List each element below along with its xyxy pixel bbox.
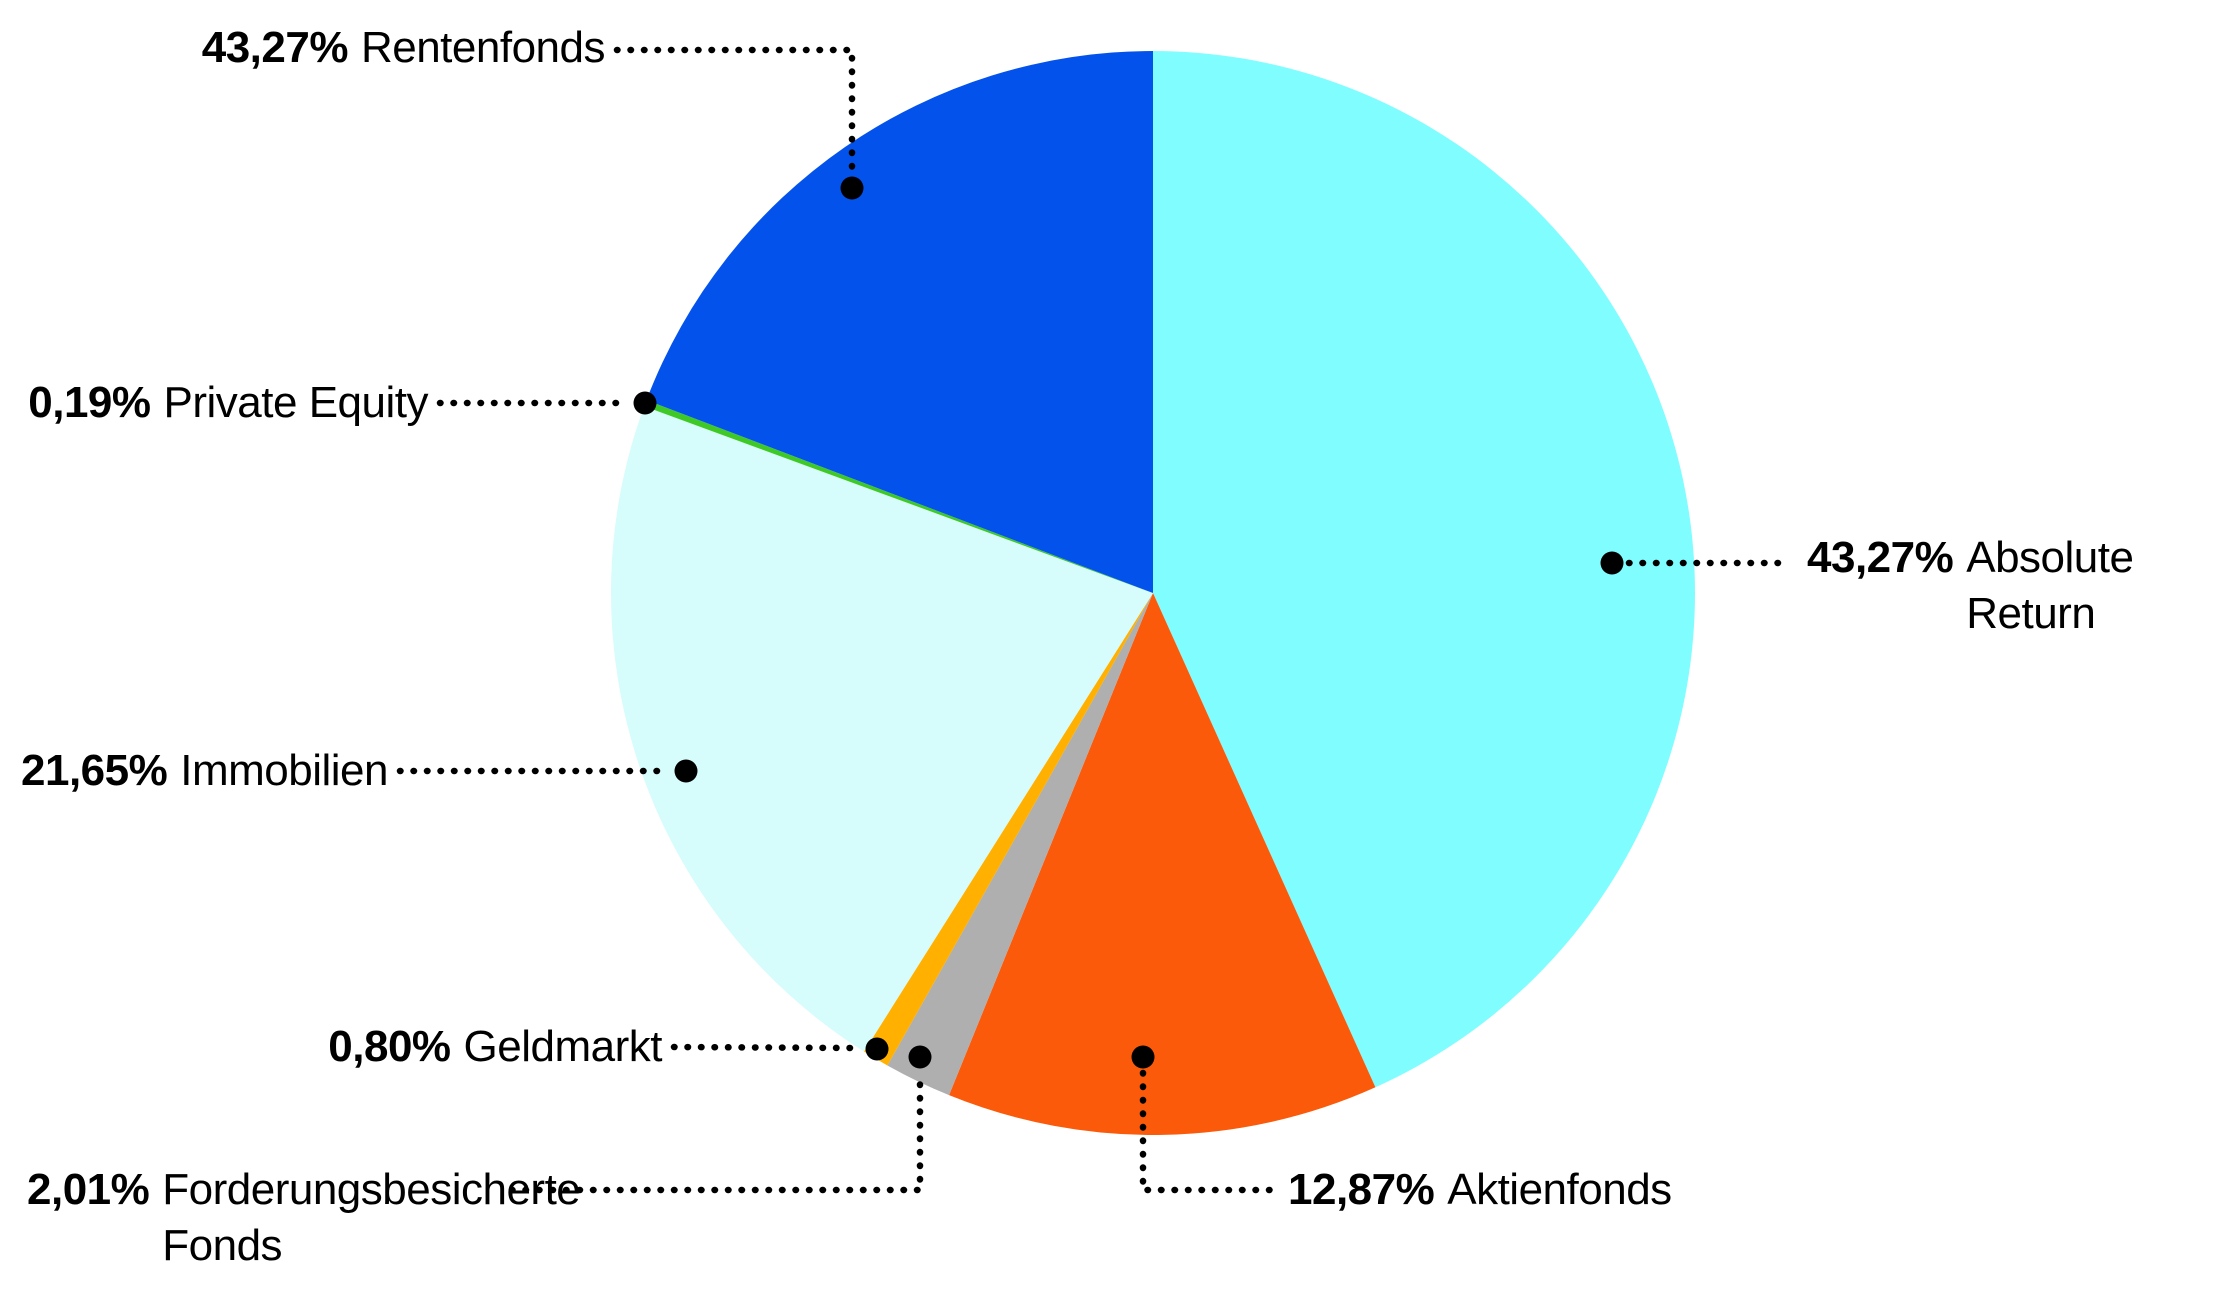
pie-slice-immobilien[interactable] xyxy=(611,406,1153,1052)
leader-dot-forderungsbesicherte-fonds xyxy=(908,1045,932,1069)
label-private-equity-value: 0,19% xyxy=(28,378,151,427)
label-forderungsbesicherte-fonds: 2,01% Forderungsbesicherte Fonds xyxy=(27,1162,581,1274)
leader-dot-absolute-return xyxy=(1600,551,1624,575)
leader-line-forderungsbesicherte-fonds xyxy=(508,1070,924,1194)
leader-line-aktienfonds xyxy=(1139,1069,1274,1194)
pie-slice-private-equity[interactable] xyxy=(644,400,1153,593)
leader-dot-private-equity xyxy=(633,391,657,415)
label-rentenfonds-name: Rentenfonds xyxy=(360,23,606,72)
leader-dot-geldmarkt xyxy=(865,1037,889,1061)
pie-slice-aktienfonds[interactable] xyxy=(949,593,1376,1135)
label-absolute-return-value: 43,27% xyxy=(1807,533,1954,582)
label-absolute-return: 43,27% Absolute Return xyxy=(1807,530,2134,642)
leader-line-geldmarkt xyxy=(670,1043,858,1052)
label-geldmarkt-name: Geldmarkt xyxy=(463,1022,663,1071)
pie-slice-geldmarkt[interactable] xyxy=(864,593,1153,1066)
label-geldmarkt: 0,80% Geldmarkt xyxy=(328,1019,662,1075)
label-immobilien-name: Immobilien xyxy=(180,746,388,795)
label-aktienfonds-value: 12,87% xyxy=(1288,1165,1435,1214)
leader-dot-immobilien xyxy=(674,759,698,783)
leader-line-rentenfonds xyxy=(613,46,856,176)
label-private-equity: 0,19% Private Equity xyxy=(28,375,428,431)
label-absolute-return-name: Absolute Return xyxy=(1966,533,2134,638)
label-aktienfonds-name: Aktienfonds xyxy=(1447,1165,1672,1214)
label-forderungsbesicherte-fonds-value: 2,01% xyxy=(27,1165,150,1214)
label-immobilien-value: 21,65% xyxy=(21,746,168,795)
label-private-equity-name: Private Equity xyxy=(163,378,429,427)
label-rentenfonds-value: 43,27% xyxy=(201,23,349,72)
label-geldmarkt-value: 0,80% xyxy=(328,1022,451,1071)
pie-slice-absolute-return[interactable] xyxy=(1153,51,1695,1088)
leader-dot-rentenfonds xyxy=(840,176,864,200)
label-forderungsbesicherte-fonds-name: Forderungsbesicherte Fonds xyxy=(162,1165,581,1270)
leader-dot-aktienfonds xyxy=(1131,1045,1155,1069)
pie-slice-rentenfonds[interactable] xyxy=(646,51,1153,593)
pie-slice-forderungsbesicherte-fonds[interactable] xyxy=(887,593,1153,1096)
label-immobilien: 21,65% Immobilien xyxy=(21,743,388,799)
label-rentenfonds: 43,27% Rentenfonds xyxy=(201,20,606,76)
label-aktienfonds: 12,87% Aktienfonds xyxy=(1288,1162,1672,1218)
